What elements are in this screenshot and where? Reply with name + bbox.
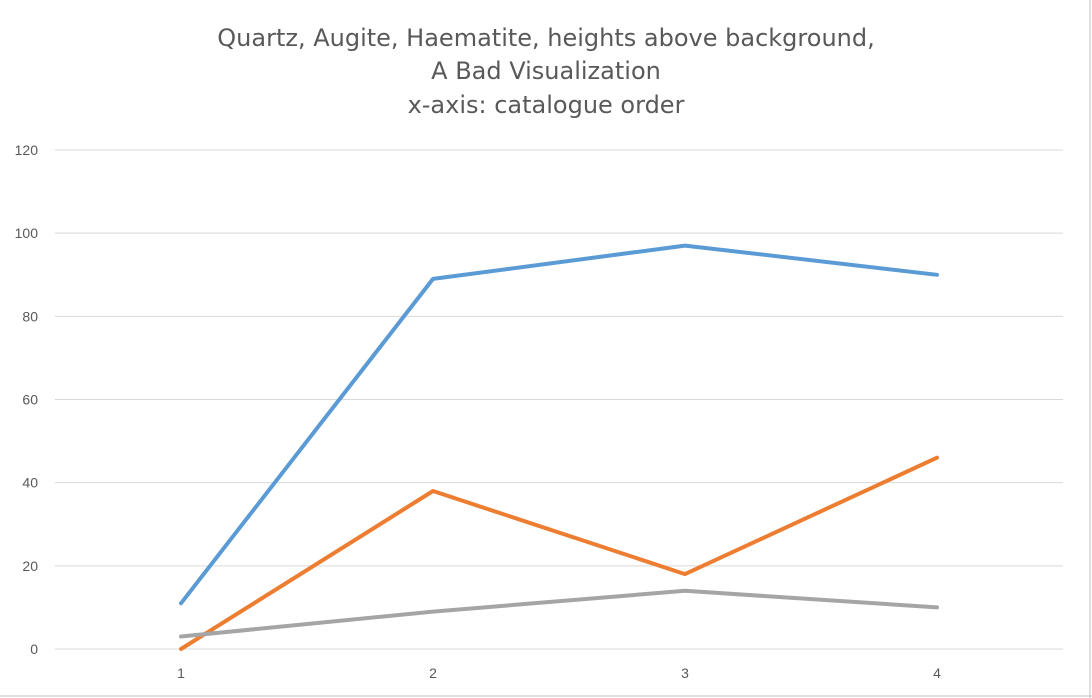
- chart-title-line-3: x-axis: catalogue order: [408, 91, 685, 119]
- chart-title: Quartz, Augite, Haematite, heights above…: [217, 24, 874, 119]
- y-tick-label: 100: [15, 225, 39, 241]
- series-lines: [179, 243, 939, 651]
- y-tick-label: 120: [15, 142, 39, 158]
- y-tick-label: 0: [30, 641, 38, 657]
- series-line-2: [179, 455, 939, 651]
- y-tick-label: 40: [22, 475, 38, 491]
- series-line-1: [179, 243, 939, 606]
- y-tick-label: 20: [22, 558, 38, 574]
- x-tick-label: 2: [429, 665, 437, 681]
- y-axis-tick-labels: 0 20 40 60 80 100 120: [15, 142, 39, 657]
- gridlines: [55, 149, 1063, 650]
- x-tick-label: 4: [933, 665, 941, 681]
- x-tick-label: 1: [177, 665, 185, 681]
- y-tick-label: 80: [22, 308, 38, 324]
- chart-title-line-1: Quartz, Augite, Haematite, heights above…: [217, 24, 874, 52]
- series-line-3: [179, 588, 939, 639]
- x-axis-tick-labels: 1 2 3 4: [177, 665, 941, 681]
- y-tick-label: 60: [22, 392, 38, 408]
- chart-title-line-2: A Bad Visualization: [431, 57, 661, 85]
- x-tick-label: 3: [681, 665, 689, 681]
